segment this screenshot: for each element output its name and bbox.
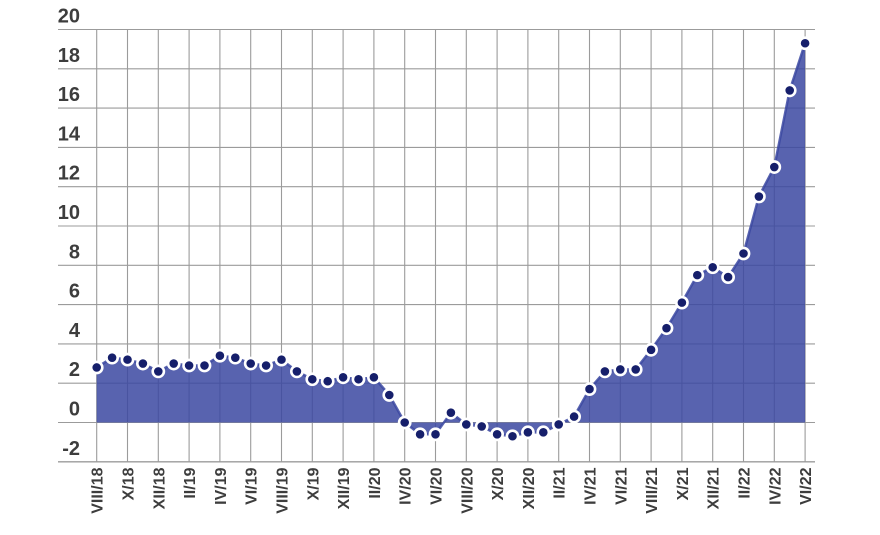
data-point (382, 388, 397, 402)
data-point (336, 370, 350, 385)
x-axis-label: VI/20 (429, 467, 446, 504)
data-point (166, 356, 181, 371)
x-axis-label: II/22 (737, 467, 754, 498)
x-axis-label: X/19 (305, 467, 322, 500)
data-point (798, 36, 812, 51)
data-point (736, 246, 751, 261)
data-point (459, 417, 474, 432)
x-axis-label: II/21 (552, 467, 569, 498)
y-axis-label: 14 (58, 123, 81, 145)
data-point (644, 342, 658, 357)
data-point (598, 364, 612, 379)
data-point (490, 427, 504, 442)
y-axis-label: 6 (69, 281, 80, 303)
data-point (182, 358, 196, 373)
data-point (212, 348, 227, 363)
data-point (474, 419, 489, 434)
x-axis-label: IV/19 (213, 467, 230, 504)
y-axis-label: 20 (58, 6, 80, 28)
data-point (413, 427, 427, 442)
x-axis-label: VIII/21 (644, 467, 661, 513)
x-axis-label: IV/21 (583, 467, 600, 504)
x-axis-label: XII/20 (521, 467, 538, 509)
x-axis-label: XII/21 (706, 467, 723, 509)
data-point (366, 370, 381, 385)
data-point (705, 260, 720, 275)
data-point (151, 364, 166, 379)
x-axis-label: II/20 (367, 467, 384, 498)
x-axis-label: X/18 (121, 467, 138, 500)
data-point (443, 405, 458, 420)
data-point (351, 372, 366, 387)
data-point (274, 352, 289, 367)
data-point (259, 358, 273, 373)
data-point (582, 382, 597, 396)
x-axis-label: VI/21 (613, 467, 630, 504)
y-axis-label: 16 (58, 84, 80, 106)
data-point (397, 415, 412, 430)
y-axis-label: 18 (58, 45, 80, 67)
y-axis-label: 2 (69, 359, 80, 381)
data-point (551, 417, 566, 432)
x-axis-label: XII/19 (336, 467, 353, 509)
data-point (628, 362, 643, 377)
x-axis-label: XII/18 (151, 467, 168, 509)
data-point (659, 321, 674, 336)
data-point (782, 83, 797, 98)
data-point (105, 350, 119, 365)
data-point (320, 374, 335, 389)
y-axis-label: 4 (69, 320, 81, 342)
y-axis-label: 12 (58, 163, 80, 185)
y-axis-label: 10 (58, 202, 80, 224)
x-axis-label: VIII/20 (459, 467, 476, 513)
x-axis-label: X/20 (490, 467, 507, 500)
data-point (228, 350, 243, 365)
data-point (505, 429, 520, 444)
x-axis-label: VI/19 (244, 467, 261, 504)
area-fill (96, 43, 806, 437)
data-point (675, 295, 689, 310)
data-point (567, 409, 581, 424)
y-axis-label: -2 (62, 438, 80, 460)
data-point (521, 425, 535, 440)
x-axis-label: IV/20 (398, 467, 415, 504)
x-axis-label: X/21 (675, 467, 692, 500)
data-point (135, 356, 150, 371)
data-point (690, 268, 705, 283)
data-point (197, 358, 212, 373)
data-point (305, 372, 320, 387)
data-point (89, 360, 104, 375)
x-axis-label: VIII/18 (90, 467, 107, 513)
x-axis-label: II/19 (182, 467, 199, 498)
y-axis-label: 8 (69, 241, 80, 263)
data-point (613, 362, 628, 377)
data-point (536, 425, 551, 440)
data-point (752, 189, 766, 204)
data-point (243, 356, 258, 371)
data-point (428, 427, 443, 442)
data-point (120, 352, 135, 367)
x-axis-label: VIII/19 (275, 467, 292, 513)
x-axis-label: VI/22 (798, 467, 815, 504)
x-axis-label: IV/22 (767, 467, 784, 504)
data-point (721, 270, 735, 284)
data-point (289, 364, 304, 379)
y-axis-label: 0 (69, 399, 80, 421)
data-point (767, 160, 782, 174)
